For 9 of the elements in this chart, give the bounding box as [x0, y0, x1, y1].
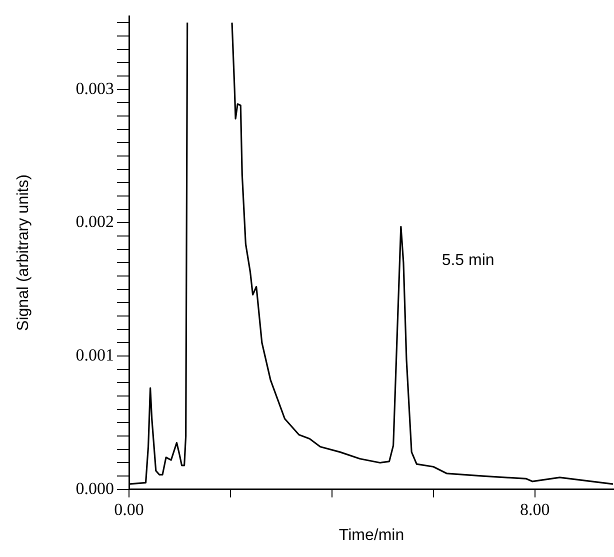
y-tick-label: 0.002	[76, 212, 114, 232]
y-tick-label: 0.003	[76, 78, 114, 98]
y-tick-label: 0.000	[76, 478, 114, 498]
x-tick-label: 0.00	[114, 500, 144, 520]
x-tick-label: 8.00	[520, 500, 550, 520]
annotation: 5.5 min	[442, 252, 494, 270]
y-axis-title: Signal (arbitrary units)	[15, 174, 32, 331]
x-axis-title: Time/min	[338, 526, 404, 544]
y-tick-label: 0.001	[76, 346, 114, 365]
